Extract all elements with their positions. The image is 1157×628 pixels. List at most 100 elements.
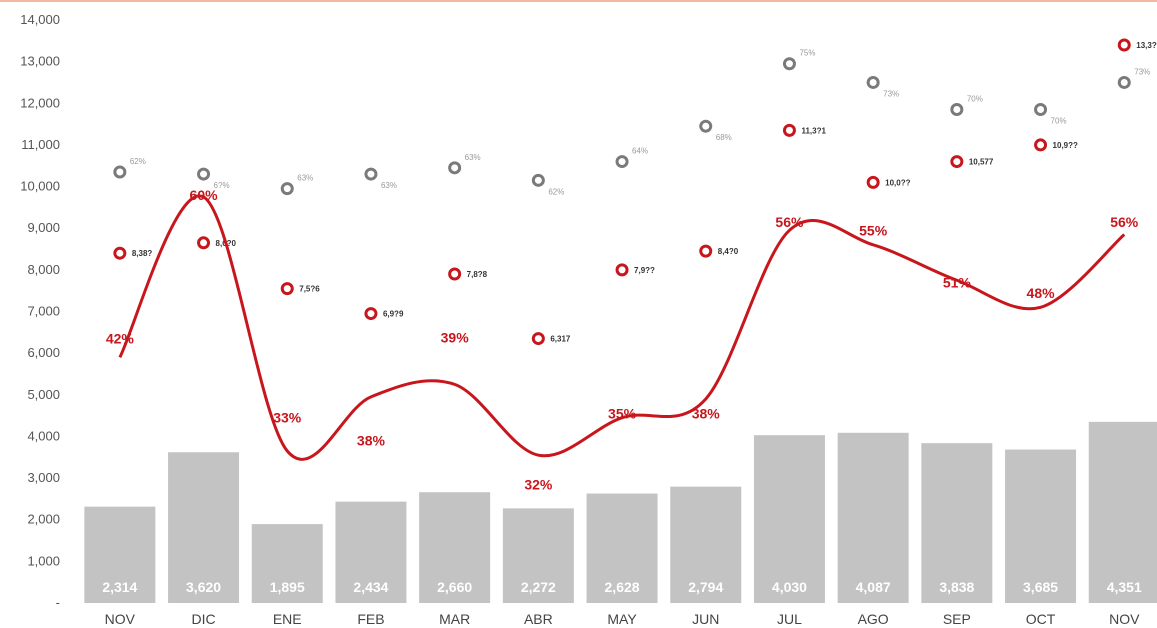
red-point-label: 8,38? — [132, 249, 153, 258]
gray-point-series: 62% 6?% 63% 63% 63% 62% 64% 68% 75% 73% 70% 70% 73% — [113, 49, 1150, 196]
x-tick-label: SEP — [943, 611, 971, 627]
gray-point-label: 73% — [883, 89, 899, 98]
y-tick-label: 6,000 — [27, 345, 60, 360]
x-tick-label: ABR — [524, 611, 553, 627]
gray-point — [113, 165, 127, 179]
red-point — [615, 263, 629, 277]
bar-value-label: 1,895 — [270, 579, 305, 595]
bar — [753, 435, 825, 603]
y-tick-label: - — [56, 595, 60, 610]
red-point — [1117, 38, 1131, 52]
y-tick-label: 2,000 — [27, 512, 60, 527]
line-series — [118, 194, 1126, 461]
gray-point-label: 73% — [1134, 67, 1150, 76]
y-tick-label: 5,000 — [27, 387, 60, 402]
gray-point — [1034, 103, 1048, 117]
gray-point — [364, 167, 378, 181]
bar — [1088, 421, 1157, 603]
gray-point — [1117, 75, 1131, 89]
red-point-label: 11,3?1 — [801, 126, 826, 135]
gray-point — [531, 173, 545, 187]
bar-value-label: 2,272 — [521, 579, 556, 595]
red-point — [782, 123, 796, 137]
bar-value-label: 2,628 — [605, 579, 640, 595]
x-axis: NOV DIC ENE FEB MAR ABR MAY JUN JUL AGO SEP OCT NOV — [105, 611, 1140, 627]
x-tick-label: OCT — [1026, 611, 1056, 627]
y-tick-label: 10,000 — [20, 179, 60, 194]
red-point-label: 13,3? — [1136, 41, 1157, 50]
red-point-label: 10,0?? — [885, 178, 910, 187]
x-tick-label: DIC — [191, 611, 215, 627]
line-value-label: 35% — [608, 406, 637, 422]
gray-point — [699, 119, 713, 133]
bar — [1005, 449, 1077, 603]
bar — [921, 443, 993, 603]
line-value-label: 39% — [441, 329, 470, 345]
bar-value-label: 2,794 — [688, 579, 723, 595]
gray-point — [782, 57, 796, 71]
y-tick-label: 12,000 — [20, 95, 60, 110]
red-point-label: 7,8?8 — [467, 270, 488, 279]
line-value-label: 42% — [106, 331, 135, 347]
gray-point-label: 63% — [465, 153, 481, 162]
line-value-label: 48% — [1027, 285, 1056, 301]
y-tick-label: 7,000 — [27, 304, 60, 319]
red-point-series: 8,38?8,6?07,5?66,9?97,8?86,3177,9??8,4?0… — [113, 38, 1157, 346]
bar-value-label: 2,314 — [102, 579, 137, 595]
line-data-labels: 42% 60% 33% 38% 39% 32% 35% 38% 56% 55% 51% 48% 56% — [106, 187, 1139, 492]
x-tick-label: NOV — [1109, 611, 1140, 627]
x-tick-label: JUL — [777, 611, 802, 627]
line-value-label: 56% — [775, 214, 804, 230]
line-path — [118, 194, 1126, 461]
y-tick-label: 1,000 — [27, 553, 60, 568]
bar-value-label: 4,087 — [856, 579, 891, 595]
red-point — [113, 246, 127, 260]
bar — [251, 524, 323, 603]
gray-point-label: 62% — [130, 157, 146, 166]
gray-point-label: 6?% — [214, 181, 230, 190]
bar-series — [84, 421, 1157, 603]
y-tick-label: 11,000 — [21, 137, 60, 152]
bar-data-labels: 2,314 3,620 1,895 2,434 2,660 2,272 2,628 2,794… — [102, 579, 1142, 595]
red-point — [448, 267, 462, 281]
bar-value-label: 4,351 — [1107, 579, 1142, 595]
gray-point-label: 63% — [381, 181, 397, 190]
gray-point-label: 62% — [548, 187, 564, 196]
line-value-label: 33% — [273, 410, 302, 426]
bar-value-label: 4,030 — [772, 579, 807, 595]
bar-value-label: 2,660 — [437, 579, 472, 595]
line-value-label: 56% — [1110, 214, 1139, 230]
bar — [84, 506, 156, 603]
x-tick-label: ENE — [273, 611, 302, 627]
gray-point-label: 70% — [967, 95, 983, 104]
red-point — [364, 307, 378, 321]
gray-point — [615, 155, 629, 169]
bar-value-label: 3,620 — [186, 579, 221, 595]
gray-point-label: 70% — [1051, 117, 1067, 126]
y-tick-label: 8,000 — [27, 262, 60, 277]
line-value-label: 32% — [524, 476, 553, 492]
red-point-label: 8,4?0 — [718, 247, 739, 256]
x-tick-label: JUN — [692, 611, 719, 627]
bar — [502, 508, 574, 603]
line-value-label: 38% — [692, 406, 721, 422]
gray-point — [448, 161, 462, 175]
gray-point — [197, 167, 211, 181]
bar — [586, 493, 658, 603]
gray-point — [280, 182, 294, 196]
y-axis: - 1,000 2,000 3,000 4,000 5,000 6,000 7,000 8,00… — [20, 12, 60, 610]
bar — [335, 501, 407, 603]
gray-point-label: 63% — [297, 174, 313, 183]
line-value-label: 38% — [357, 433, 386, 449]
red-point — [1034, 138, 1048, 152]
red-point-label: 6,317 — [550, 335, 571, 344]
bar-value-label: 2,434 — [353, 579, 388, 595]
red-point — [699, 244, 713, 258]
line-value-label: 51% — [943, 274, 972, 290]
bar — [837, 432, 909, 603]
x-tick-label: MAR — [439, 611, 470, 627]
y-tick-label: 13,000 — [20, 54, 60, 69]
red-point-label: 10,9?? — [1053, 141, 1078, 150]
gray-point-label: 75% — [799, 49, 815, 58]
